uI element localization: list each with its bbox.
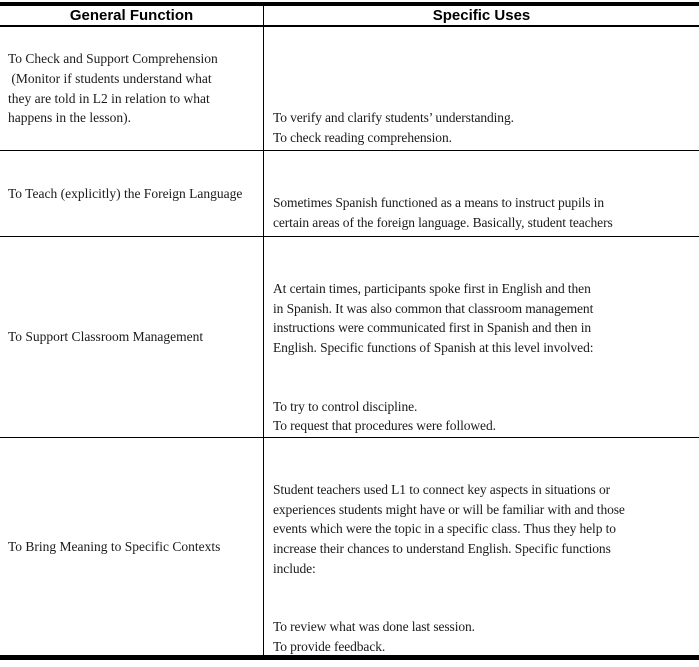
general-function-text: To Check and Support Comprehension (Moni… <box>8 51 218 126</box>
general-function-cell: To Support Classroom Management <box>0 237 263 438</box>
general-function-text: To Teach (explicitly) the Foreign Langua… <box>8 185 243 201</box>
general-function-cell: To Check and Support Comprehension (Moni… <box>0 27 263 151</box>
uses-list: To try to control discipline. To request… <box>273 398 496 434</box>
uses-paragraph: Sometimes Spanish functioned as a means … <box>273 195 613 236</box>
column-header-specific-uses: Specific Uses <box>263 6 699 27</box>
uses-paragraph: Student teachers used L1 to connect key … <box>273 482 625 576</box>
general-function-text: To Bring Meaning to Specific Contexts <box>8 538 221 554</box>
uses-list: To review what was done last session. To… <box>273 619 475 654</box>
uses-list: To verify and clarify students’ understa… <box>273 110 514 150</box>
specific-uses-cell: Student teachers used L1 to connect key … <box>263 438 699 655</box>
specific-uses-cell: Sometimes Spanish functioned as a means … <box>263 151 699 237</box>
uses-paragraph: At certain times, participants spoke fir… <box>273 281 594 355</box>
specific-uses-cell: To verify and clarify students’ understa… <box>263 27 699 151</box>
column-header-general-function: General Function <box>0 6 263 27</box>
specific-uses-cell: At certain times, participants spoke fir… <box>263 237 699 438</box>
general-function-cell: To Teach (explicitly) the Foreign Langua… <box>0 151 263 237</box>
general-function-text: To Support Classroom Management <box>8 329 204 345</box>
general-function-cell: To Bring Meaning to Specific Contexts <box>0 438 263 655</box>
